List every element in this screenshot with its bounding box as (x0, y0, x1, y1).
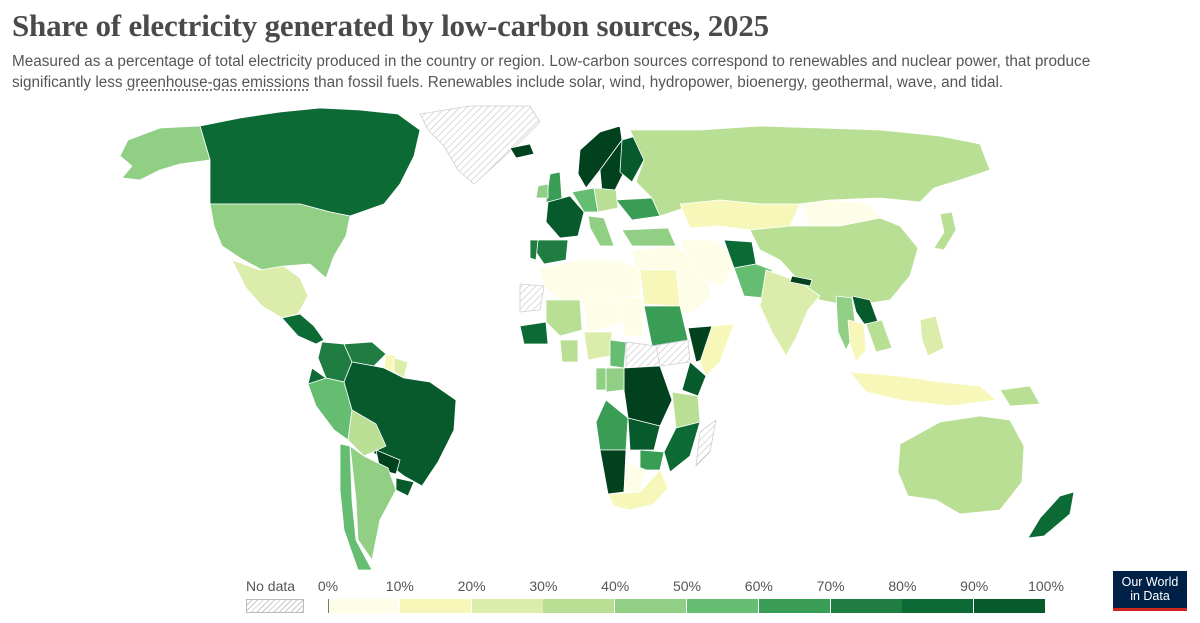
country-dr-congo[interactable] (623, 365, 673, 427)
legend-tick-5: 50% (672, 578, 702, 594)
subtitle-text: than fossil fuels. Renewables include so… (309, 74, 1004, 91)
country-guinea[interactable] (519, 321, 549, 345)
subtitle-line-1: Measured as a percentage of total electr… (12, 53, 1091, 70)
country-egypt[interactable] (639, 269, 681, 307)
country-iceland[interactable] (509, 143, 535, 159)
legend-swatch-3[interactable] (543, 599, 616, 613)
legend-tick-0: 0% (317, 578, 339, 594)
country-france[interactable] (545, 195, 585, 239)
country-iran[interactable] (679, 239, 735, 287)
legend-swatch-0[interactable] (328, 599, 400, 613)
country-alaska[interactable] (119, 125, 211, 181)
country-canada[interactable] (199, 107, 421, 217)
country-russia[interactable] (629, 125, 991, 217)
country-south-africa[interactable] (607, 469, 669, 511)
legend-swatch-1[interactable] (399, 599, 472, 613)
no-data-swatch[interactable] (246, 599, 304, 613)
legend-tick-8: 80% (888, 578, 917, 594)
country-kazakhstan[interactable] (679, 199, 801, 231)
country-philippines[interactable] (919, 315, 945, 357)
country-venezuela[interactable] (343, 341, 387, 367)
legend-tick-3: 30% (529, 578, 558, 594)
country-greenland[interactable] (419, 105, 541, 185)
country-japan[interactable] (933, 211, 957, 251)
country-australia[interactable] (897, 415, 1025, 515)
country-mozambique[interactable] (663, 421, 701, 473)
country-congo[interactable] (605, 367, 625, 393)
country-vietnam[interactable] (865, 319, 893, 353)
legend-tick-2: 20% (457, 578, 486, 594)
country-papua-new-guinea[interactable] (999, 385, 1041, 407)
country-ireland[interactable] (535, 183, 549, 199)
country-chile[interactable] (339, 443, 373, 570)
world-map (119, 105, 1075, 570)
country-angola[interactable] (595, 399, 629, 451)
country-central-african-republic[interactable] (625, 341, 661, 369)
country-central-america[interactable] (281, 313, 325, 345)
country-portugal[interactable] (529, 239, 539, 261)
country-uruguay[interactable] (395, 477, 415, 497)
country-niger[interactable] (581, 295, 625, 333)
map-legend: No data 0% 10% 20% 30% 40% 50% 60% 70% 80% 90% 100… (0, 576, 1100, 616)
country-zambia[interactable] (627, 417, 661, 451)
legend-tick-10: 100% (1028, 578, 1064, 594)
country-italy[interactable] (587, 215, 615, 247)
country-argentina[interactable] (349, 445, 397, 561)
legend-tick-4: 40% (601, 578, 630, 594)
country-gabon[interactable] (595, 367, 607, 391)
legend-tick-1: 10% (385, 578, 414, 594)
legend-swatch-4[interactable] (615, 599, 688, 613)
country-namibia[interactable] (599, 449, 627, 495)
legend-tick-6: 60% (744, 578, 773, 594)
logo-line-1: Our World (1121, 575, 1179, 589)
country-turkey[interactable] (621, 227, 677, 247)
country-united-kingdom[interactable] (545, 171, 563, 203)
country-nigeria[interactable] (583, 331, 613, 361)
country-indonesia[interactable] (849, 371, 997, 407)
country-new-zealand[interactable] (1027, 491, 1075, 539)
legend-swatch-7[interactable] (830, 599, 903, 613)
country-china[interactable] (749, 217, 919, 307)
country-western-sahara[interactable] (519, 283, 545, 313)
country-mali[interactable] (545, 299, 583, 337)
legend-swatch-8[interactable] (902, 599, 975, 613)
chart-title: Share of electricity generated by low-ca… (12, 8, 769, 43)
country-chad[interactable] (619, 295, 645, 337)
subtitle-text: significantly less (12, 74, 127, 91)
legend-swatch-5[interactable] (687, 599, 759, 613)
country-united-states[interactable] (209, 203, 351, 279)
chart-subtitle: Measured as a percentage of total electr… (12, 51, 1200, 93)
country-bolivia[interactable] (347, 409, 387, 457)
country-india[interactable] (759, 269, 821, 357)
country-nepal[interactable] (789, 275, 813, 287)
ghg-emissions-link[interactable]: greenhouse-gas emissions (126, 74, 310, 91)
country-tanzania[interactable] (671, 391, 701, 429)
country-madagascar[interactable] (695, 419, 717, 467)
logo-line-2: in Data (1130, 589, 1170, 603)
country-ghana[interactable] (559, 339, 579, 363)
no-data-label: No data (246, 578, 296, 594)
country-zimbabwe[interactable] (639, 449, 665, 471)
legend-swatch-2[interactable] (471, 599, 544, 613)
country-thailand[interactable] (847, 319, 867, 363)
country-cameroon[interactable] (609, 339, 627, 369)
country-sudan[interactable] (643, 305, 689, 347)
owid-logo[interactable]: Our World in Data (1113, 571, 1187, 611)
country-mexico[interactable] (231, 259, 309, 319)
country-poland[interactable] (593, 187, 619, 213)
subtitle-line-2: significantly less greenhouse-gas emissi… (12, 72, 1200, 93)
legend-tick-7: 70% (816, 578, 845, 594)
country-somalia[interactable] (699, 323, 735, 377)
country-spain[interactable] (535, 239, 569, 265)
legend-swatch-6[interactable] (758, 599, 831, 613)
legend-tick-9: 90% (960, 578, 989, 594)
country-north-africa[interactable] (539, 259, 641, 301)
legend-swatch-9[interactable] (974, 599, 1047, 613)
